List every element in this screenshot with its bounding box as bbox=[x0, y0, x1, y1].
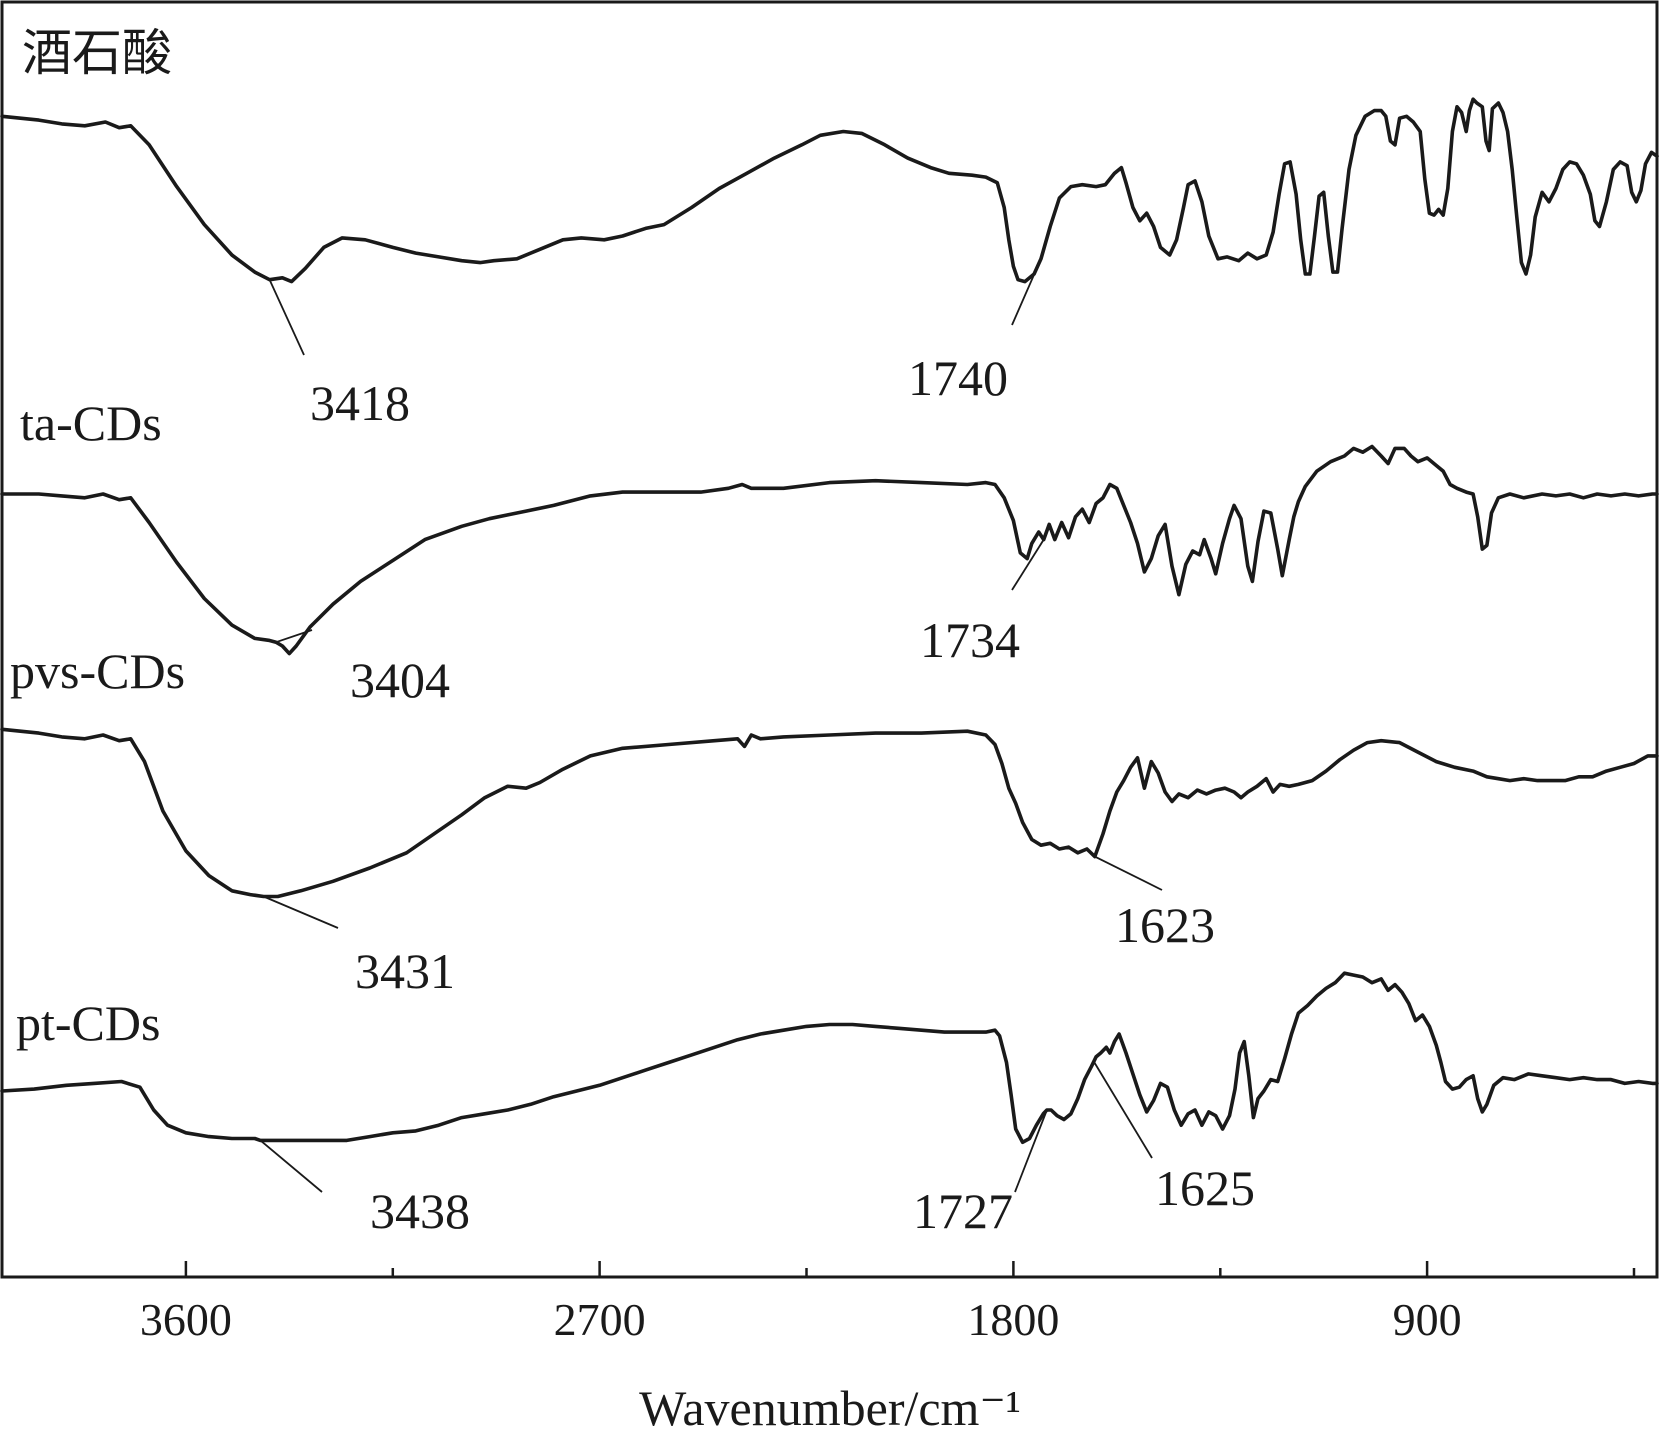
peak-leader-1727 bbox=[1014, 1109, 1048, 1193]
peak-label-1623: 1623 bbox=[1115, 897, 1215, 953]
peak-label-3418: 3418 bbox=[310, 375, 410, 431]
peak-leader-1740 bbox=[1011, 258, 1042, 326]
series-line-2 bbox=[0, 727, 1659, 899]
series-label-2: pvs-CDs bbox=[10, 643, 185, 699]
x-axis-ticks: 3600 2700 1800 900 bbox=[140, 1261, 1636, 1345]
series-line-0 bbox=[0, 97, 1659, 284]
peak-label-1727: 1727 bbox=[913, 1183, 1013, 1239]
peak-leader-3404 bbox=[275, 629, 313, 644]
series-label-3: pt-CDs bbox=[16, 995, 160, 1051]
peak-label-3404: 3404 bbox=[350, 652, 450, 708]
series-labels: 酒石酸 ta-CDs pvs-CDs pt-CDs bbox=[10, 25, 185, 1051]
x-tick-label-1800: 1800 bbox=[967, 1294, 1059, 1345]
x-tick-label-900: 900 bbox=[1393, 1294, 1462, 1345]
series-line-3 bbox=[0, 971, 1659, 1145]
series-line-1 bbox=[0, 444, 1659, 656]
peak-label-3438: 3438 bbox=[370, 1183, 470, 1239]
x-axis-label: Wavenumber/cm⁻¹ bbox=[639, 1380, 1021, 1436]
peak-leader-3431 bbox=[263, 895, 339, 929]
peak-label-1734: 1734 bbox=[920, 612, 1020, 668]
spectra bbox=[0, 97, 1659, 1145]
peak-leader-3438 bbox=[259, 1139, 323, 1193]
peak-label-1740: 1740 bbox=[908, 350, 1008, 406]
peak-leader-1734 bbox=[1011, 539, 1045, 591]
peak-leader-1623 bbox=[1094, 855, 1163, 891]
peak-label-3431: 3431 bbox=[355, 943, 455, 999]
series-label-0: 酒石酸 bbox=[22, 25, 172, 81]
peak-annotations: 3418 1740 3404 1734 3431 1623 3438 1727 1625 bbox=[259, 258, 1255, 1239]
x-tick-label-3600: 3600 bbox=[140, 1294, 232, 1345]
x-tick-label-2700: 2700 bbox=[554, 1294, 646, 1345]
peak-leader-3418 bbox=[268, 279, 305, 356]
peak-leader-1625 bbox=[1093, 1061, 1153, 1159]
series-label-1: ta-CDs bbox=[20, 395, 162, 451]
peak-label-1625: 1625 bbox=[1155, 1160, 1255, 1216]
plot-frame bbox=[0, 0, 1659, 1279]
